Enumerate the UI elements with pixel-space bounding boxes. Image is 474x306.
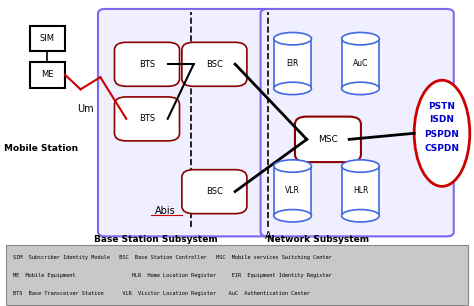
Text: BSC: BSC: [206, 60, 223, 69]
FancyBboxPatch shape: [182, 42, 247, 86]
Text: Abis: Abis: [155, 206, 176, 216]
Text: BTS: BTS: [139, 60, 155, 69]
Text: SIM  Subscriber Identity Module   BSC  Base Station Controller   MSC  Mobile ser: SIM Subscriber Identity Module BSC Base …: [13, 255, 332, 260]
Text: A: A: [265, 231, 272, 241]
Text: AuC: AuC: [353, 59, 368, 68]
Text: BTS  Base Transceiver Station      VLR  Visitor Location Register    AuC  Authen: BTS Base Transceiver Station VLR Visitor…: [13, 291, 310, 296]
Text: Um: Um: [77, 104, 93, 114]
FancyBboxPatch shape: [30, 26, 65, 51]
Text: CSPDN: CSPDN: [425, 144, 459, 153]
Ellipse shape: [274, 32, 311, 45]
Text: Base Station Subsystem: Base Station Subsystem: [94, 235, 218, 244]
Ellipse shape: [274, 210, 311, 222]
Text: Network Subsystem: Network Subsystem: [267, 235, 369, 244]
Text: ME: ME: [41, 70, 54, 79]
FancyBboxPatch shape: [115, 97, 180, 141]
Text: PSTN: PSTN: [428, 102, 456, 110]
Text: BTS: BTS: [139, 114, 155, 123]
Text: PSPDN: PSPDN: [425, 130, 459, 139]
Text: ISDN: ISDN: [429, 115, 455, 124]
Ellipse shape: [274, 160, 311, 172]
Text: HLR: HLR: [353, 186, 368, 196]
FancyBboxPatch shape: [115, 42, 180, 86]
FancyBboxPatch shape: [274, 166, 311, 216]
Text: BSC: BSC: [206, 187, 223, 196]
FancyBboxPatch shape: [342, 166, 379, 216]
FancyBboxPatch shape: [182, 170, 247, 214]
FancyBboxPatch shape: [295, 117, 361, 162]
Text: MSC: MSC: [318, 135, 338, 144]
FancyBboxPatch shape: [30, 62, 65, 88]
FancyBboxPatch shape: [274, 39, 311, 88]
Ellipse shape: [274, 82, 311, 95]
Text: VLR: VLR: [285, 186, 300, 196]
Ellipse shape: [342, 32, 379, 45]
Ellipse shape: [342, 210, 379, 222]
FancyBboxPatch shape: [261, 9, 454, 237]
Text: ME  Mobile Equipment                  HLR  Home Location Register     EIR  Equip: ME Mobile Equipment HLR Home Location Re…: [13, 273, 332, 278]
FancyBboxPatch shape: [342, 39, 379, 88]
Ellipse shape: [342, 160, 379, 172]
Text: Mobile Station: Mobile Station: [4, 144, 78, 153]
FancyBboxPatch shape: [6, 245, 468, 304]
Ellipse shape: [414, 80, 470, 186]
Text: EIR: EIR: [286, 59, 299, 68]
FancyBboxPatch shape: [98, 9, 279, 237]
Text: SIM: SIM: [40, 34, 55, 43]
Ellipse shape: [342, 82, 379, 95]
